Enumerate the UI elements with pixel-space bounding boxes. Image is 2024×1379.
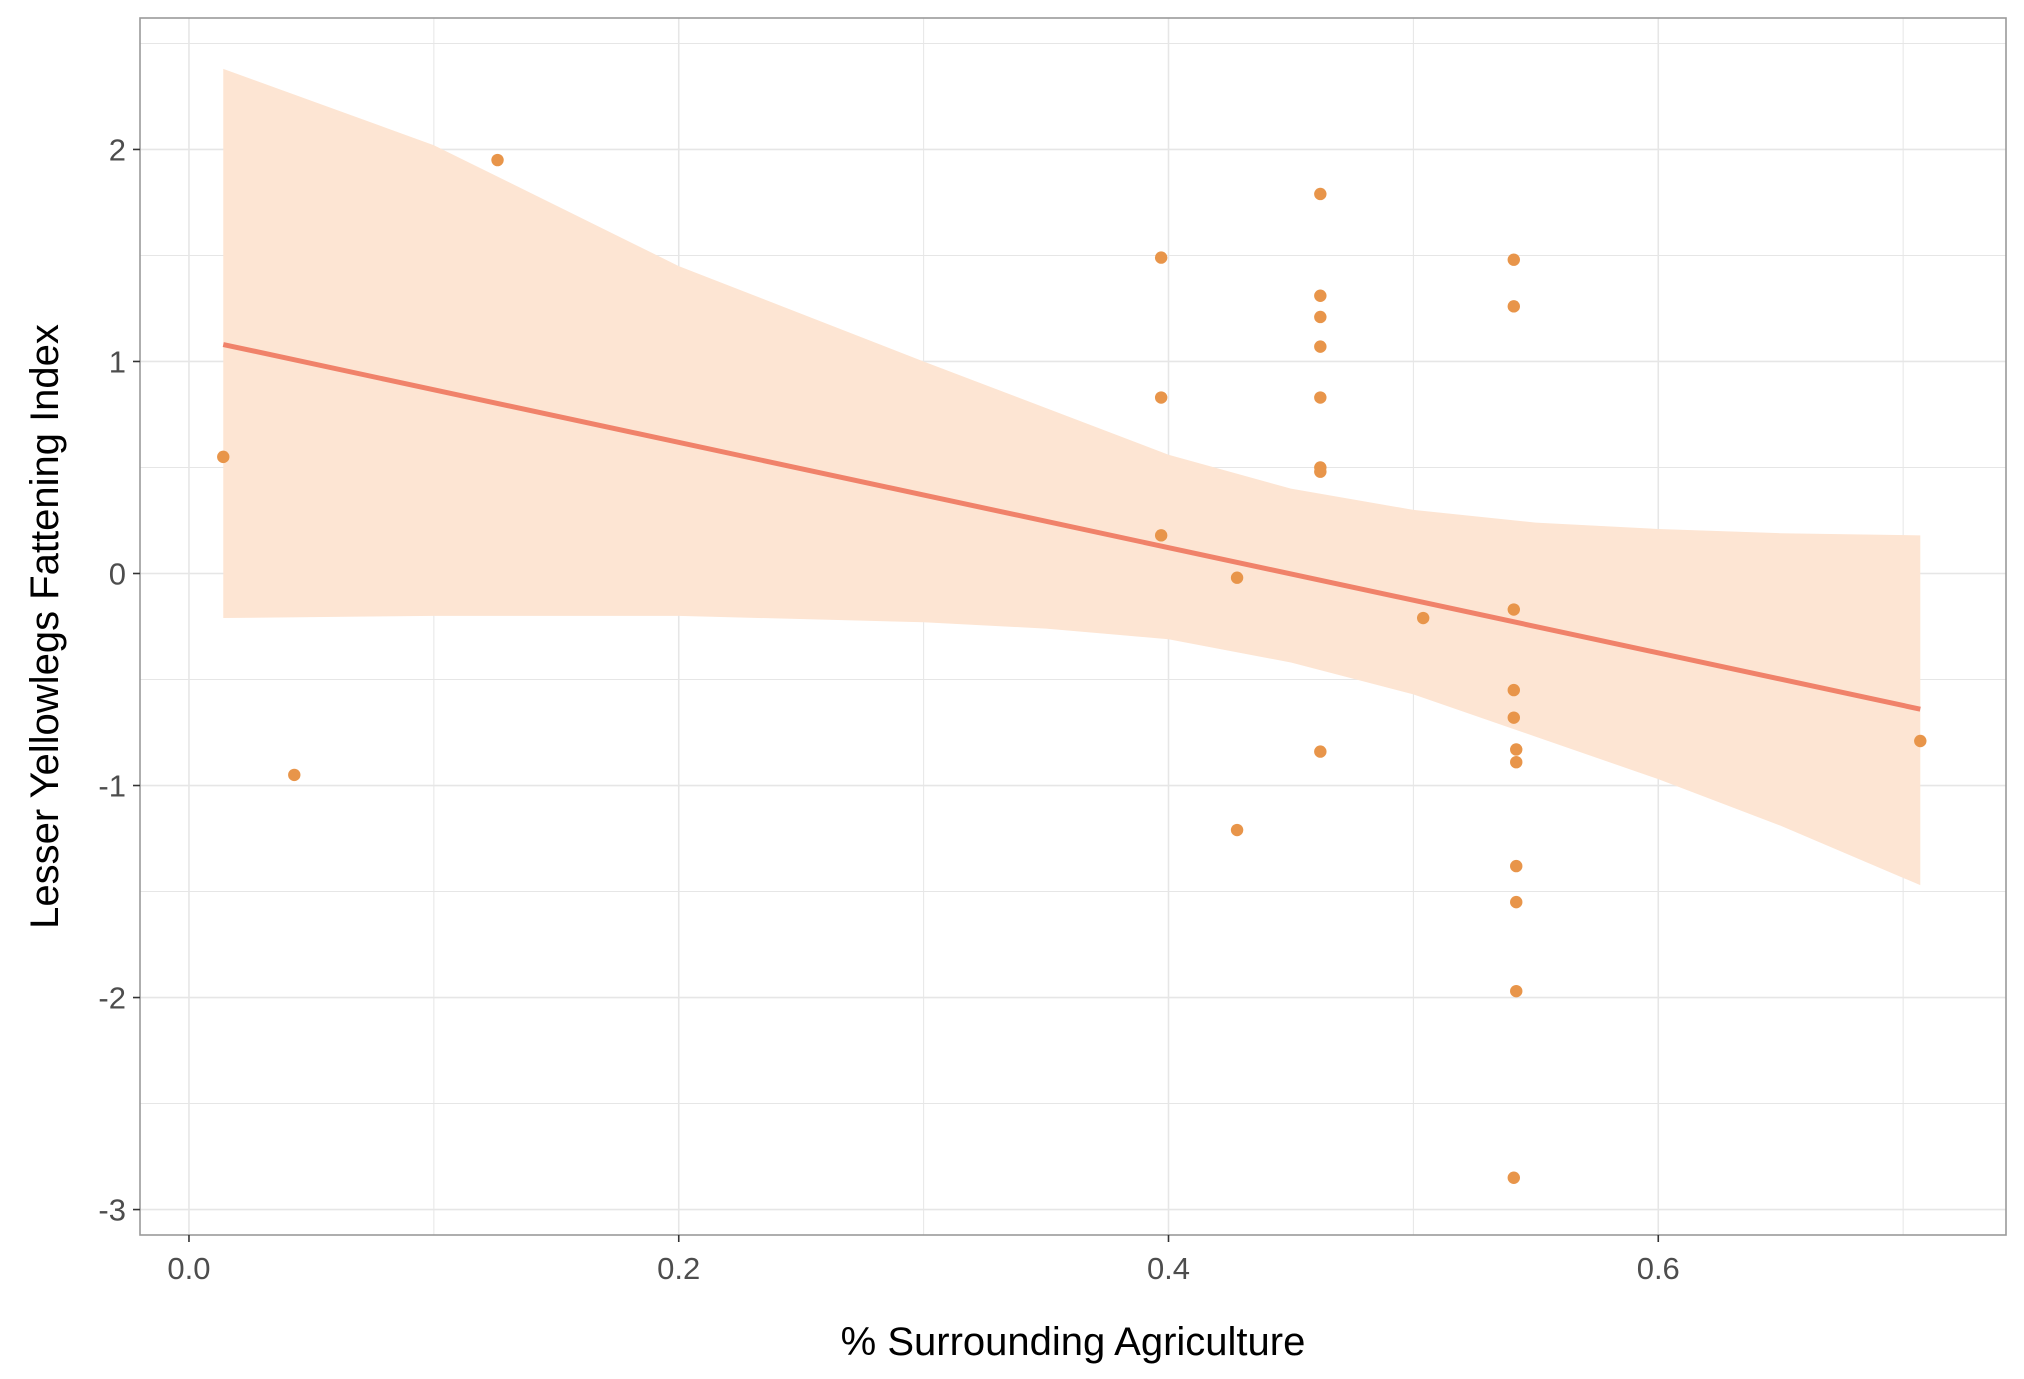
- x-tick-label: 0.6: [1637, 1251, 1680, 1286]
- data-point: [1314, 340, 1327, 353]
- data-point: [1507, 1171, 1520, 1184]
- data-point: [1314, 187, 1327, 201]
- data-point: [1507, 711, 1520, 724]
- y-axis-tick-labels: -3 -2 -1 0 1 2: [98, 132, 126, 1227]
- data-point: [1314, 289, 1327, 302]
- y-tick-label: -2: [98, 981, 126, 1016]
- y-tick-label: 0: [109, 556, 126, 591]
- y-tick-label: 1: [109, 344, 126, 379]
- y-axis-title: Lesser Yellowlegs Fattening Index: [23, 324, 67, 929]
- data-point: [1510, 859, 1523, 873]
- fit-line: [222, 342, 1921, 712]
- y-tick-label: -3: [98, 1193, 126, 1228]
- y-axis-ticks: [133, 148, 140, 1211]
- data-point: [1510, 984, 1523, 998]
- data-point: [1507, 603, 1520, 616]
- data-point: [1914, 734, 1927, 748]
- data-point: [1510, 743, 1523, 756]
- data-point: [1416, 611, 1430, 625]
- data-point: [1230, 571, 1244, 584]
- data-point: [1230, 823, 1244, 837]
- x-tick-label: 0.4: [1147, 1251, 1190, 1286]
- data-point: [288, 768, 301, 782]
- x-axis-tick-labels: 0.0 0.2 0.4 0.6: [167, 1251, 1679, 1286]
- data-point: [1507, 683, 1520, 697]
- x-axis-ticks: [188, 1235, 1660, 1242]
- y-tick-label: -1: [98, 769, 126, 804]
- data-point: [1154, 391, 1168, 404]
- data-point: [1507, 300, 1520, 313]
- data-point: [1154, 529, 1168, 542]
- y-tick-label: 2: [109, 132, 126, 167]
- data-point: [1314, 465, 1327, 478]
- panel-border: [139, 17, 2007, 1236]
- x-tick-label: 0.2: [657, 1251, 700, 1286]
- data-point: [1154, 251, 1168, 264]
- confidence-band: [223, 68, 1921, 886]
- data-point: [491, 153, 504, 167]
- data-point: [1507, 253, 1520, 266]
- data-point: [217, 450, 230, 464]
- data-point: [1314, 391, 1327, 404]
- x-tick-label: 0.0: [167, 1251, 210, 1286]
- data-point: [1510, 755, 1523, 769]
- data-points: [217, 153, 1927, 1184]
- data-point: [1314, 745, 1327, 758]
- data-point: [1314, 310, 1327, 324]
- x-axis-title: % Surrounding Agriculture: [841, 1320, 1306, 1364]
- data-point: [1510, 895, 1523, 909]
